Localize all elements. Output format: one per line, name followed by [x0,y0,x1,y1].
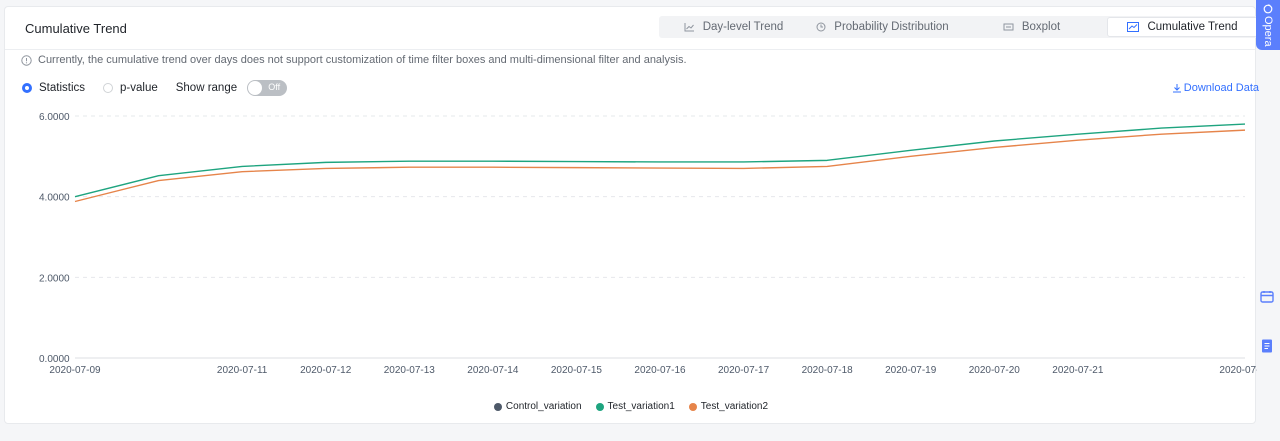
chart-type-tabs: Day-level Trend Probability Distribution… [659,16,1259,38]
radio-statistics[interactable]: Statistics [22,82,85,94]
radio-unselected-indicator [103,83,114,93]
operations-side-tab[interactable]: Opera [1256,0,1280,50]
y-tick-label: 2.0000 [39,273,70,284]
info-notice: Currently, the cumulative trend over day… [21,54,687,66]
y-tick-label: 6.0000 [39,112,70,123]
chart-controls: Statistics p-value Show range Off [22,80,288,96]
area-chart-icon [1127,22,1140,32]
x-tick-label: 2020-07-21 [1052,365,1104,376]
x-tick-label: 2020-07-15 [551,365,603,376]
x-tick-label: 2020-07-16 [634,365,686,376]
legend-swatch [493,402,502,411]
cumulative-trend-chart: 0.0000 2.0000 4.0000 6.0000 2020-07-09 2020-0… [39,112,1257,376]
toggle-state-text: Off [268,82,281,92]
tab-boxplot[interactable]: Boxplot [957,16,1106,38]
show-range-label: Show range [175,82,238,94]
x-tick-label: 2020-07-13 [384,365,436,376]
x-tick-label: 2020-07-14 [467,365,519,376]
boxplot-icon [1003,23,1014,31]
tab-probability-distribution[interactable]: Probability Distribution [808,16,957,38]
x-tick-label: 2020-07-09 [49,365,101,376]
x-tick-label: 2020-07-18 [802,365,854,376]
download-data-link[interactable]: Download Data [1172,82,1259,94]
x-tick-label: 2020-07-19 [885,365,937,376]
x-tick-label: 2020-07-11 [217,365,268,376]
x-tick-label: 2020-07-12 [300,365,352,376]
clock-icon [816,22,826,32]
calendar-icon[interactable] [1258,288,1276,306]
page-title: Cumulative Trend [25,21,127,36]
radio-p-value[interactable]: p-value [103,82,158,94]
line-chart-icon [684,23,694,32]
x-tick-label: 2020-07-23 [1219,365,1257,376]
x-tick-label: 2020-07-20 [969,365,1021,376]
refresh-icon [1263,4,1273,14]
legend-item-test2[interactable]: Test_variation2 [688,401,768,412]
radio-selected-indicator [22,83,32,93]
chart-legend: Control_variation Test_variation1 Test_v… [5,401,1257,412]
toggle-knob [248,81,263,95]
cumulative-trend-card: Cumulative Trend Day-level Trend Probabi… [4,6,1259,424]
legend-swatch [595,402,604,411]
legend-item-test1[interactable]: Test_variation1 [595,401,675,412]
tab-cumulative-trend[interactable]: Cumulative Trend [1107,17,1258,37]
legend-item-control[interactable]: Control_variation [493,401,582,412]
document-icon[interactable] [1258,337,1276,355]
header-divider [5,49,1255,50]
series-line-test-variation1 [74,123,1246,198]
show-range-toggle[interactable]: Off [247,80,288,96]
y-tick-label: 4.0000 [39,193,70,204]
download-icon [1172,84,1181,93]
series-line-test-variation2 [74,129,1246,203]
x-tick-label: 2020-07-17 [718,365,770,376]
tab-day-level-trend[interactable]: Day-level Trend [659,16,808,38]
legend-swatch [688,402,697,411]
info-icon [21,54,32,66]
y-tick-label: 0.0000 [39,354,70,365]
